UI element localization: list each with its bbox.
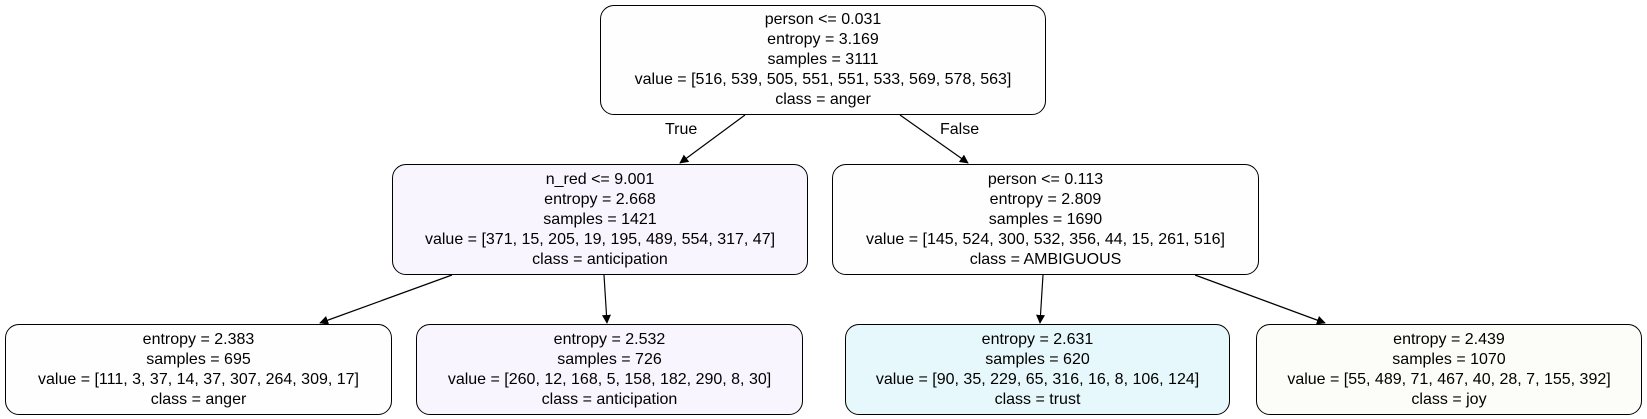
node-entropy: entropy = 2.668	[544, 190, 656, 208]
tree-leaf-1: entropy = 2.383 samples = 695 value = [1…	[5, 324, 392, 415]
edge-right-leaf4	[1194, 274, 1326, 325]
node-value: value = [371, 15, 205, 19, 195, 489, 554…	[424, 230, 776, 248]
node-samples: samples = 695	[146, 350, 251, 368]
node-class: class = AMBIGUOUS	[969, 250, 1122, 268]
node-value: value = [260, 12, 168, 5, 158, 182, 290,…	[447, 370, 772, 388]
node-entropy: entropy = 2.631	[981, 330, 1094, 348]
node-entropy: entropy = 3.169	[767, 31, 879, 48]
node-split: person <= 0.113	[987, 170, 1104, 188]
node-entropy: entropy = 2.439	[1393, 330, 1505, 348]
node-samples: samples = 620	[985, 350, 1090, 368]
edge-right-leaf3	[1036, 274, 1045, 324]
node-entropy: entropy = 2.532	[553, 330, 666, 348]
node-samples: samples = 1070	[1392, 350, 1506, 368]
node-class: class = anger	[150, 390, 247, 408]
tree-leaf-4: entropy = 2.439 samples = 1070 value = […	[1256, 324, 1642, 415]
tree-leaf-3: entropy = 2.631 samples = 620 value = [9…	[845, 324, 1230, 415]
node-split: n_red <= 9.001	[545, 170, 655, 188]
edge-root-left	[679, 114, 746, 164]
node-split: person <= 0.031	[764, 11, 882, 28]
node-value: value = [90, 35, 229, 65, 316, 16, 8, 10…	[875, 370, 1200, 388]
tree-node-right: person <= 0.113 entropy = 2.809 samples …	[832, 164, 1259, 275]
node-entropy: entropy = 2.809	[989, 190, 1102, 208]
node-class: class = joy	[1411, 390, 1487, 408]
edge-label-false: False	[940, 121, 980, 138]
node-class: class = anticipation	[541, 390, 678, 408]
edge-root-right	[899, 114, 969, 164]
node-class: class = anticipation	[532, 250, 668, 268]
tree-leaf-2: entropy = 2.532 samples = 726 value = [2…	[416, 324, 803, 415]
node-samples: samples = 1690	[988, 210, 1103, 228]
edge-left-leaf1	[319, 274, 453, 325]
node-samples: samples = 1421	[543, 210, 657, 228]
node-samples: samples = 3111	[767, 51, 879, 68]
tree-node-left: n_red <= 9.001 entropy = 2.668 samples =…	[392, 164, 808, 275]
edge-left-leaf2	[602, 274, 611, 324]
tree-node-root: person <= 0.031 entropy = 3.169 samples …	[600, 5, 1046, 115]
edge-label-true: True	[665, 121, 698, 138]
node-samples: samples = 726	[557, 350, 662, 368]
node-value: value = [111, 3, 37, 14, 37, 307, 264, 3…	[38, 370, 359, 388]
node-value: value = [516, 539, 505, 551, 551, 533, 5…	[634, 71, 1012, 88]
node-value: value = [145, 524, 300, 532, 356, 44, 15…	[866, 230, 1225, 248]
node-class: class = trust	[994, 390, 1081, 408]
node-value: value = [55, 489, 71, 467, 40, 28, 7, 15…	[1287, 370, 1611, 388]
node-class: class = anger	[775, 91, 871, 108]
node-entropy: entropy = 2.383	[142, 330, 255, 348]
